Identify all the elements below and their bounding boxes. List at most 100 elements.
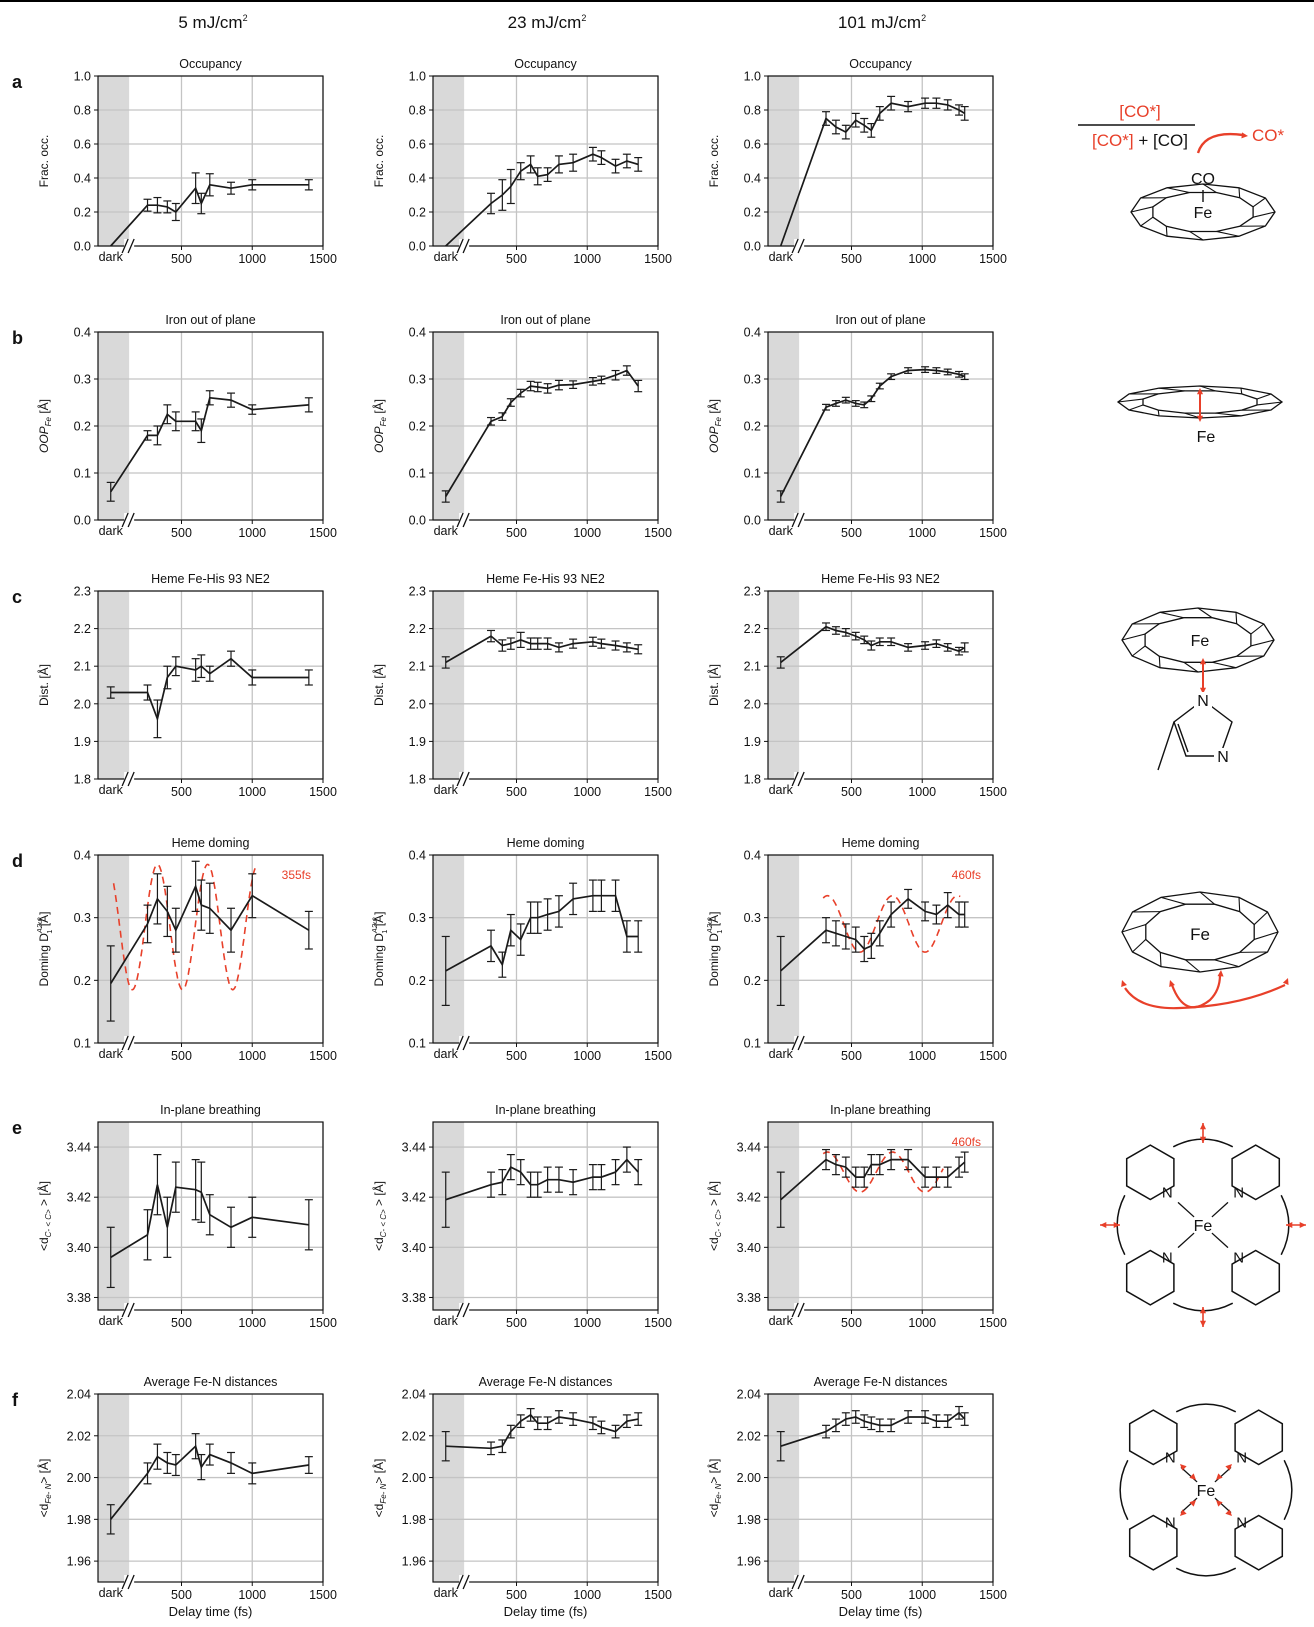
chart-panel: 0.0 0.1 0.2 0.3 0.4 500 1000 1500 dark Iron out o… — [36, 313, 337, 540]
axis-break-mark — [121, 1302, 129, 1318]
y-tick-label: 0.0 — [74, 514, 91, 528]
y-tick-label: 3.42 — [67, 1191, 91, 1205]
double-bond — [1177, 723, 1189, 753]
x-axis-label: Delay time (fs) — [169, 1604, 253, 1619]
axis-break-mark — [791, 1035, 799, 1051]
x-tick-label: 500 — [506, 1316, 527, 1330]
y-tick-label: 0.4 — [409, 326, 426, 340]
y-tick-label: 0.6 — [409, 138, 426, 152]
y-tick-label: 0.8 — [744, 104, 761, 118]
chart-panel: 0.1 0.2 0.3 0.4 500 1000 1500 dark Heme doming Do… — [35, 836, 337, 1063]
dark-band — [98, 1122, 130, 1310]
y-tick-label: 0.4 — [74, 326, 91, 340]
y-tick-label: 1.98 — [737, 1513, 761, 1527]
ring-bond — [1214, 959, 1240, 968]
y-tick-label: 2.0 — [74, 697, 91, 711]
chart-title: Average Fe-N distances — [479, 1375, 613, 1389]
schematic-fe-n: N N N N Fe — [1119, 1403, 1293, 1577]
chart-panel: 0.0 0.2 0.4 0.6 0.8 1.0 500 1000 1500 dark Occupan… — [372, 57, 672, 266]
ring-bond — [1128, 404, 1144, 411]
y-tick-label: 1.9 — [409, 735, 426, 749]
nitrogen-label: N — [1197, 693, 1209, 710]
chart-title: Heme Fe-His 93 NE2 — [151, 572, 270, 586]
chart-title: In-plane breathing — [495, 1103, 596, 1117]
x-tick-label: 1000 — [238, 526, 266, 540]
dark-band — [768, 591, 800, 779]
y-axis-label: <dFe- N> [Å] — [706, 1459, 723, 1518]
y-tick-label: 0.3 — [409, 911, 426, 925]
dark-tick-label: dark — [99, 783, 124, 797]
y-tick-label: 2.00 — [67, 1471, 91, 1485]
y-axis-label: OOPFe [Å] — [36, 399, 53, 453]
x-tick-label: 500 — [841, 1316, 862, 1330]
y-tick-label: 0.1 — [409, 467, 426, 481]
data-line — [109, 396, 309, 493]
nitrogen-label: N — [1233, 1185, 1244, 1202]
axis-break-mask — [459, 513, 470, 527]
x-tick-label: 1500 — [644, 1049, 672, 1063]
axis-break-mask — [124, 1036, 135, 1050]
fe-n-arrow-head — [1180, 1509, 1187, 1516]
chart-panel: 1.8 1.9 2.0 2.1 2.2 2.3 500 1000 1500 dark Heme Fe… — [36, 572, 337, 799]
x-tick-label: 1500 — [309, 785, 337, 799]
axis-break-mark — [462, 1035, 470, 1051]
y-tick-label: 0.1 — [409, 1037, 426, 1051]
plot-frame — [432, 854, 659, 1044]
dark-tick-label: dark — [434, 783, 459, 797]
plot-frame — [432, 1121, 659, 1311]
dark-tick-label: dark — [99, 524, 124, 538]
x-tick-label: 1000 — [908, 252, 936, 266]
dark-tick-label: dark — [434, 1314, 459, 1328]
arrow-head — [1113, 1221, 1120, 1229]
nitrogen-label: N — [1162, 1185, 1173, 1202]
panel-letter: f — [12, 1390, 19, 1410]
y-tick-label: 2.0 — [744, 697, 761, 711]
dark-tick-label: dark — [434, 1047, 459, 1061]
arrow-head — [1199, 658, 1207, 665]
axis-break-mark — [456, 1302, 464, 1318]
x-tick-label: 1500 — [644, 1588, 672, 1602]
y-tick-label: 1.96 — [402, 1555, 426, 1569]
meso-bridge — [1283, 1459, 1293, 1521]
panel-letter: d — [12, 851, 23, 871]
x-tick-label: 1000 — [573, 252, 601, 266]
axis-break-mask — [794, 239, 805, 253]
fe-n-bond — [1180, 1466, 1198, 1483]
ring-bond — [1199, 891, 1215, 905]
x-tick-label: 500 — [171, 1588, 192, 1602]
x-tick-label: 1500 — [979, 1588, 1007, 1602]
x-tick-label: 500 — [171, 252, 192, 266]
dark-band — [433, 591, 465, 779]
fe-n-arrow-head — [1180, 1464, 1187, 1471]
ring-bond — [1121, 633, 1146, 641]
chart-title: Iron out of plane — [835, 313, 925, 327]
arrow-head — [1299, 1221, 1306, 1229]
fe-n-bond — [1177, 1201, 1195, 1218]
dark-tick-label: dark — [99, 1314, 124, 1328]
nitrogen-label: N — [1165, 1514, 1176, 1531]
y-tick-label: 0.1 — [744, 1037, 761, 1051]
chart-panel: 0.1 0.2 0.3 0.4 500 1000 1500 dark Heme doming Do… — [705, 836, 1007, 1063]
fit-period-label: 355fs — [282, 868, 311, 882]
x-tick-label: 1000 — [908, 785, 936, 799]
x-tick-label: 500 — [506, 1049, 527, 1063]
ring-bond — [1216, 230, 1240, 237]
y-axis-label: <dC- < C> > [Å] — [36, 1181, 53, 1251]
x-tick-label: 1500 — [644, 1316, 672, 1330]
axis-break-mask — [794, 513, 805, 527]
arrow-head — [1199, 1136, 1207, 1143]
plot-frame — [767, 1121, 994, 1311]
x-tick-label: 500 — [171, 1316, 192, 1330]
x-tick-label: 1000 — [238, 1316, 266, 1330]
dark-band — [433, 1394, 465, 1582]
chart-panel: 0.0 0.2 0.4 0.6 0.8 1.0 500 1000 1500 dark Occupan… — [37, 57, 337, 266]
axis-break-mark — [127, 512, 135, 528]
ring-bond — [1159, 611, 1184, 619]
dark-tick-label: dark — [434, 1586, 459, 1600]
column-header: 23 mJ/cm2 — [508, 13, 587, 32]
axis-break-mask — [124, 513, 135, 527]
plot-frame — [767, 1393, 994, 1583]
axis-break-mark — [127, 238, 135, 254]
y-axis-label: <dFe- N> [Å] — [36, 1459, 53, 1518]
fe-n-bond — [1211, 1201, 1229, 1218]
